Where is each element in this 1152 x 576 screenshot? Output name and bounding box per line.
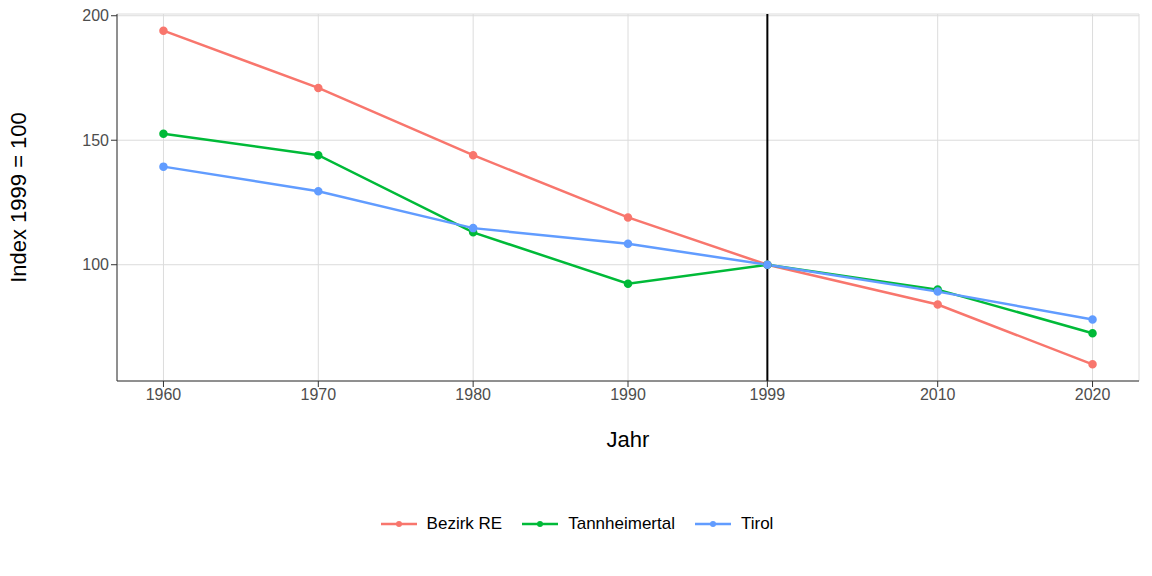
svg-text:1970: 1970 <box>301 386 337 403</box>
html-text:Tirol: Tirol <box>741 514 774 533</box>
svg-text:2010: 2010 <box>920 386 956 403</box>
svg-text:1980: 1980 <box>455 386 491 403</box>
svg-text:100: 100 <box>82 256 109 273</box>
svg-text:1960: 1960 <box>146 386 182 403</box>
svg-text:2020: 2020 <box>1075 386 1111 403</box>
svg-text:200: 200 <box>82 7 109 24</box>
svg-text:150: 150 <box>82 132 109 149</box>
html-text:Tannheimertal: Tannheimertal <box>568 514 675 533</box>
svg-text:1990: 1990 <box>610 386 646 403</box>
svg-text:Index 1999 = 100: Index 1999 = 100 <box>8 112 31 283</box>
html-text:Bezirk RE: Bezirk RE <box>426 514 503 533</box>
svg-text:Jahr: Jahr <box>607 427 650 452</box>
svg-text:1999: 1999 <box>750 386 786 403</box>
